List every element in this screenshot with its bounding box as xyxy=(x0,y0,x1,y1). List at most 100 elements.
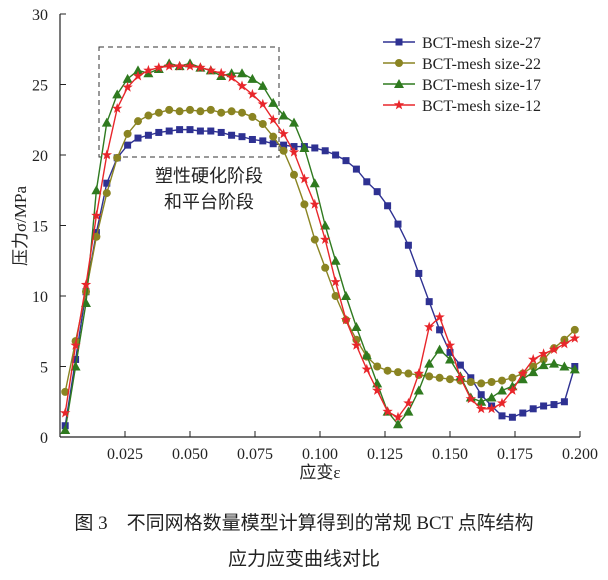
data-point xyxy=(280,141,288,149)
data-point xyxy=(290,143,298,151)
data-point xyxy=(102,189,111,198)
data-point xyxy=(477,391,485,399)
x-axis-label: 应变ε xyxy=(299,463,340,482)
data-point xyxy=(144,131,152,139)
data-point xyxy=(175,107,184,116)
data-point xyxy=(560,398,568,406)
data-point xyxy=(101,117,112,127)
data-point xyxy=(528,353,539,364)
data-point xyxy=(424,358,435,368)
data-point xyxy=(382,406,393,417)
data-point xyxy=(486,403,497,414)
data-point xyxy=(176,126,184,134)
data-point xyxy=(112,89,123,99)
data-point xyxy=(444,339,456,350)
data-point xyxy=(425,298,433,306)
data-point xyxy=(124,141,132,149)
data-point xyxy=(247,88,258,99)
data-point xyxy=(216,71,227,81)
data-point xyxy=(330,276,341,287)
y-axis-label: 压力σ/MPa xyxy=(11,186,30,266)
data-point xyxy=(508,413,516,421)
y-tick-label: 20 xyxy=(32,148,48,165)
data-point xyxy=(238,133,246,141)
data-point xyxy=(550,401,558,409)
data-point xyxy=(341,291,351,300)
data-point xyxy=(217,128,225,136)
data-point xyxy=(540,402,548,410)
legend-marker xyxy=(393,99,405,110)
data-point xyxy=(446,348,454,356)
data-point xyxy=(143,64,154,75)
data-point xyxy=(320,220,331,230)
data-point xyxy=(455,372,466,383)
data-point xyxy=(238,108,246,117)
data-point xyxy=(299,142,310,152)
data-point xyxy=(143,68,154,78)
y-tick-label: 10 xyxy=(32,289,48,306)
data-point xyxy=(80,279,92,290)
annotation-box xyxy=(98,46,280,158)
data-point xyxy=(486,392,497,402)
series-bct-mesh-size-12 xyxy=(60,60,580,422)
data-point xyxy=(435,373,444,382)
stress-strain-chart: 0.025 0.050 0.075 0.100 0.125 0.150 0.175 0.200… xyxy=(11,7,598,482)
data-point xyxy=(434,311,445,322)
data-point xyxy=(425,372,434,381)
data-point xyxy=(424,321,435,332)
data-point xyxy=(154,108,163,117)
data-point xyxy=(72,355,80,363)
data-point xyxy=(456,361,464,369)
data-point xyxy=(549,358,559,368)
data-point xyxy=(528,367,539,377)
data-point xyxy=(361,350,372,360)
data-point xyxy=(122,73,133,83)
data-point xyxy=(351,339,362,350)
data-point xyxy=(269,132,278,141)
data-point xyxy=(226,71,237,82)
data-point xyxy=(384,202,392,210)
data-point xyxy=(569,332,580,343)
data-point xyxy=(404,241,412,249)
x-tick-label: 0.175 xyxy=(497,446,533,463)
legend-marker xyxy=(394,79,404,88)
data-point xyxy=(340,314,352,325)
data-point xyxy=(92,229,100,237)
data-point xyxy=(383,366,392,375)
data-point xyxy=(70,361,81,371)
data-point xyxy=(227,107,236,116)
data-point xyxy=(268,97,279,107)
data-point xyxy=(91,185,102,195)
legend-label: BCT-mesh size-27 xyxy=(422,35,541,52)
data-point xyxy=(372,385,383,395)
data-point xyxy=(247,73,258,83)
data-point xyxy=(476,396,487,406)
annotation-text: 和平台阶段 xyxy=(164,192,254,212)
x-tick-label: 0.050 xyxy=(172,446,208,463)
data-point xyxy=(320,234,331,244)
data-point xyxy=(517,368,528,378)
data-point xyxy=(216,67,227,78)
data-point xyxy=(290,170,298,179)
data-point xyxy=(60,424,71,434)
data-point xyxy=(91,210,102,221)
data-point xyxy=(309,178,320,188)
x-tick-label: 0.150 xyxy=(432,446,468,463)
data-point xyxy=(569,364,580,374)
data-point xyxy=(300,200,309,209)
data-point xyxy=(342,157,350,165)
data-point xyxy=(413,368,424,378)
data-point xyxy=(413,385,424,395)
data-point xyxy=(205,64,216,75)
data-point xyxy=(373,362,382,371)
data-point xyxy=(258,119,267,128)
data-point xyxy=(487,378,496,387)
data-point xyxy=(103,179,111,187)
series-line xyxy=(64,62,575,431)
data-point xyxy=(207,127,215,135)
data-point xyxy=(465,393,476,404)
data-point xyxy=(289,117,299,127)
annotation-text: 塑性硬化阶段 xyxy=(155,166,263,186)
data-point xyxy=(217,108,226,117)
data-point xyxy=(123,129,132,138)
